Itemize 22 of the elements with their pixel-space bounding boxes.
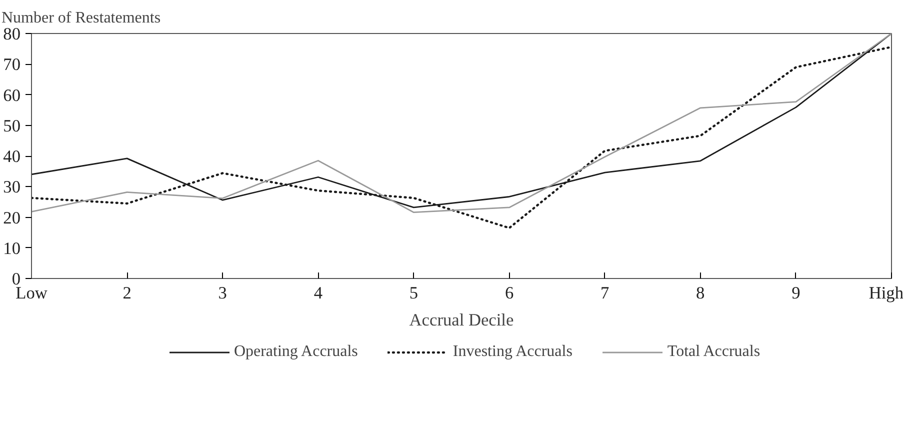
y-tick-label: 80 [3, 24, 20, 44]
legend-label: Operating Accruals [234, 343, 358, 361]
y-tick-label: 40 [3, 147, 20, 166]
x-tick-label: High [868, 284, 904, 302]
y-axis-title: Number of Restatements [2, 10, 161, 26]
x-tick-label: 2 [122, 284, 132, 302]
x-tick-label: 7 [600, 284, 610, 302]
x-tick-label: 9 [792, 284, 800, 302]
x-tick-label: 4 [314, 284, 323, 302]
y-tick-label: 60 [3, 86, 20, 105]
x-tick-label: 5 [409, 284, 418, 302]
y-tick-label: 30 [3, 178, 20, 197]
x-tick-label: 6 [504, 284, 514, 302]
legend-label: Total Accruals [667, 343, 760, 361]
y-tick-label: 10 [3, 238, 20, 258]
x-tick-label: 3 [218, 284, 227, 302]
y-tick-label: 70 [3, 55, 20, 74]
x-axis-title: Accrual Decile [409, 310, 514, 330]
y-tick-label: 50 [3, 116, 20, 136]
x-tick-label: 8 [696, 284, 705, 302]
y-tick-label: 20 [3, 208, 20, 228]
legend-label: Investing Accruals [452, 343, 572, 361]
